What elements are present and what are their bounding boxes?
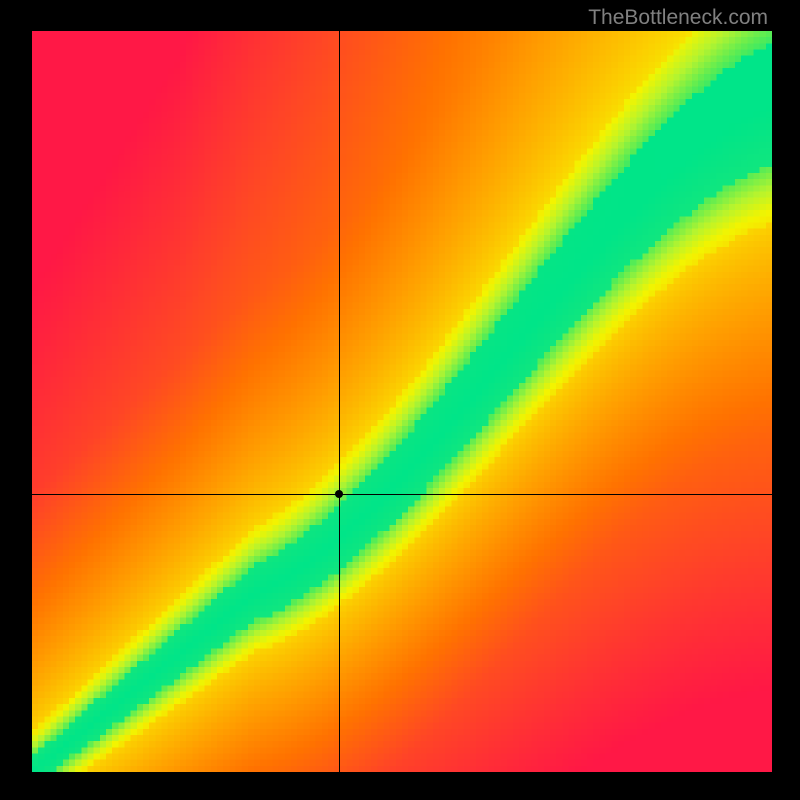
crosshair-vertical bbox=[339, 31, 340, 772]
chart-container: TheBottleneck.com bbox=[0, 0, 800, 800]
watermark-text: TheBottleneck.com bbox=[588, 6, 768, 30]
crosshair-horizontal bbox=[32, 494, 772, 495]
bottleneck-heatmap bbox=[32, 31, 772, 772]
